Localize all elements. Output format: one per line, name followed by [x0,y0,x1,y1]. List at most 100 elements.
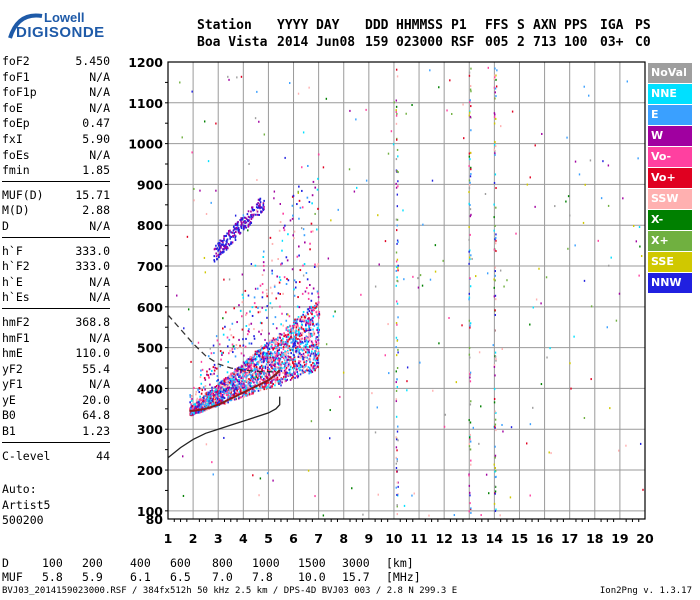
echo-point [639,245,641,248]
echo-point [574,244,576,247]
echo-point [252,392,254,395]
echo-point [468,202,470,205]
param-row: h`E N/A [2,275,110,291]
echo-point [295,345,298,348]
echo-point [224,245,227,248]
echo-point [494,91,496,94]
echo-point [260,378,262,381]
param-label: hmF1 [2,330,30,345]
echo-point [242,296,244,299]
echo-point [259,360,261,363]
echo-point [396,323,398,326]
echo-point [281,355,283,358]
echo-point [278,382,280,385]
echo-point [262,378,264,381]
muf-row-unit: [km] [386,556,414,570]
echo-point [233,234,236,237]
param-row: C-level 44 [2,449,110,465]
echo-point [239,219,242,222]
echo-point [244,216,247,219]
echo-point [468,191,470,194]
echo-point [468,319,471,322]
echo-point [280,263,282,266]
echo-point [485,473,488,476]
echo-point [254,353,257,356]
echo-point [494,266,496,269]
echo-point [468,152,471,155]
x-tick-label: 20 [636,531,654,546]
echo-point [281,381,283,384]
echo-point [258,199,261,202]
echo-point [283,369,286,372]
echo-point [303,320,306,323]
echo-point [469,151,472,154]
echo-point [195,393,197,396]
echo-point [231,377,234,380]
echo-point [495,469,497,472]
echo-point [312,345,315,348]
echo-point [314,307,316,310]
echo-point [469,215,472,218]
echo-point [218,242,220,245]
echo-point [278,276,281,279]
echo-point [265,344,267,347]
echo-point [276,366,278,369]
echo-point [217,385,220,388]
echo-point [250,367,253,370]
echo-point [291,336,294,339]
echo-point [226,239,228,242]
echo-point [260,346,262,349]
echo-point [229,395,232,398]
echo-point [284,351,287,354]
echo-point [240,396,243,399]
echo-point [282,341,285,344]
echo-point [264,365,267,368]
echo-point [275,297,278,300]
param-label: yF1 [2,377,23,392]
echo-point [397,439,399,442]
echo-point [269,302,272,305]
echo-point [312,333,315,336]
echo-point [238,375,240,378]
echo-point [316,290,319,293]
echo-point [226,387,229,390]
echo-point [235,230,237,233]
echo-point [261,283,264,286]
echo-point [231,398,234,401]
echo-point [494,74,496,77]
echo-point [371,392,373,395]
echo-point [308,372,310,375]
echo-point [318,316,320,319]
echo-point [235,228,237,231]
echo-point [484,192,487,195]
echo-point [301,349,304,352]
echo-point [250,363,252,366]
echo-point [339,395,341,398]
legend-item: SSW [648,189,692,209]
echo-point [310,306,313,309]
echo-point [388,372,390,375]
echo-point [310,420,313,423]
echo-point [268,384,271,387]
echo-point [297,328,300,331]
echo-point [295,375,298,378]
echo-point [397,171,399,174]
echo-point [242,354,245,357]
echo-point [239,371,242,374]
echo-point [249,310,251,313]
echo-point [298,327,301,330]
echo-point [284,371,286,374]
echo-point [252,354,254,357]
echo-point [317,342,320,345]
echo-point [298,217,300,220]
echo-point [253,368,256,371]
echo-point [272,371,274,374]
echo-point [258,374,261,377]
echo-point [296,347,298,350]
echo-point [202,386,205,389]
echo-point [313,304,316,307]
echo-point [289,82,291,85]
echo-point [453,514,456,517]
echo-point [494,67,496,70]
plot-frame [167,61,646,520]
